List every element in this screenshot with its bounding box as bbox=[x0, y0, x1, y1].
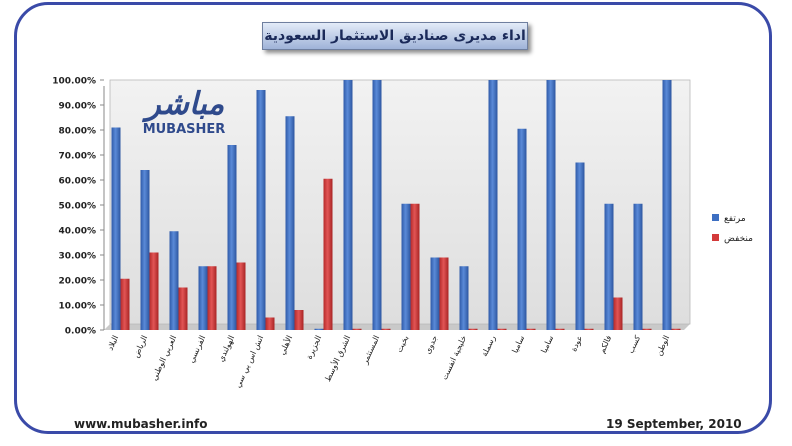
bar-rise bbox=[256, 90, 266, 330]
bar-rise bbox=[169, 231, 179, 330]
bar-rise bbox=[227, 145, 237, 330]
y-tick-label: 60.00% bbox=[59, 177, 97, 187]
bar-rise bbox=[546, 80, 556, 330]
x-tick-label: الجزيرة bbox=[305, 334, 324, 361]
bar-rise bbox=[517, 128, 527, 330]
bar-rise bbox=[604, 203, 614, 330]
x-tick-label: الفرنسي bbox=[187, 334, 207, 364]
x-tick-label: عودة bbox=[569, 334, 584, 353]
y-tick-label: 0.00% bbox=[65, 327, 96, 337]
legend: مرتفع منخفض bbox=[712, 214, 753, 244]
x-tick-label: الشرق الأوسط bbox=[322, 334, 352, 383]
x-tick-label: العربي الوطني bbox=[150, 334, 179, 382]
x-tick-label: الرياض bbox=[131, 334, 149, 359]
bar-fall bbox=[381, 328, 391, 330]
bar-rise bbox=[372, 80, 382, 330]
y-axis-ticks: 0.00% 10.00% 20.00% 30.00% 40.00% 50.00% 60.00… bbox=[52, 77, 104, 337]
y-tick-label: 20.00% bbox=[59, 277, 97, 287]
x-tick-label: جدوى bbox=[423, 334, 439, 355]
x-tick-label: الهولندي bbox=[216, 334, 236, 363]
bar-fall bbox=[265, 317, 275, 330]
bars-group bbox=[111, 80, 681, 330]
bar-fall bbox=[178, 287, 188, 330]
footer-date: 19 September, 2010 bbox=[606, 417, 742, 431]
y-tick-label: 10.00% bbox=[59, 302, 97, 312]
bar-rise bbox=[111, 127, 121, 330]
x-tick-label: ساميا bbox=[510, 334, 526, 355]
bar-rise bbox=[198, 266, 208, 330]
x-tick-label: الوطن bbox=[654, 334, 671, 357]
bar-fall bbox=[323, 178, 333, 330]
bar-fall bbox=[149, 252, 159, 330]
bar-fall bbox=[671, 328, 681, 330]
legend-label-rise: مرتفع bbox=[724, 214, 746, 224]
x-tick-label: سامبا bbox=[539, 334, 555, 355]
x-tick-label: بخيت bbox=[395, 334, 411, 354]
bar-fall bbox=[352, 328, 362, 330]
bar-rise bbox=[430, 257, 440, 330]
bar-rise bbox=[314, 328, 324, 330]
bar-fall bbox=[613, 297, 623, 330]
x-tick-label: المستثمر bbox=[360, 334, 381, 366]
x-tick-label: اتش اس بي سي bbox=[233, 334, 265, 389]
x-tick-label: كسب bbox=[626, 334, 642, 355]
y-tick-label: 80.00% bbox=[59, 127, 97, 137]
y-tick-label: 50.00% bbox=[59, 202, 97, 212]
x-tick-label: الأهلي bbox=[277, 334, 295, 357]
x-tick-label: البلاد bbox=[106, 334, 121, 352]
bar-rise bbox=[488, 80, 498, 330]
plot-floor bbox=[104, 324, 690, 330]
bar-fall bbox=[642, 328, 652, 330]
footer-url: www.mubasher.info bbox=[74, 417, 208, 431]
y-tick-label: 90.00% bbox=[59, 102, 97, 112]
chart-title: اداء مديرى صناديق الاستثمار السعودية bbox=[262, 22, 528, 50]
bar-fall bbox=[584, 328, 594, 330]
bar-rise bbox=[343, 80, 353, 330]
y-tick-label: 70.00% bbox=[59, 152, 97, 162]
bar-rise bbox=[459, 266, 469, 330]
mubasher-logo: مباشر MUBASHER bbox=[142, 86, 226, 137]
svg-text:مباشر: مباشر bbox=[142, 86, 225, 123]
legend-label-fall: منخفض bbox=[724, 234, 753, 244]
y-tick-label: 30.00% bbox=[59, 252, 97, 262]
bar-fall bbox=[555, 328, 565, 330]
bar-fall bbox=[410, 203, 420, 330]
x-tick-label: فالكم bbox=[597, 334, 613, 355]
x-axis-labels: البلاد الرياض العربي الوطني الفرنسي الهولندي… bbox=[106, 334, 672, 389]
bar-fall bbox=[120, 278, 130, 330]
bar-rise bbox=[285, 116, 295, 330]
x-tick-label: رسملة bbox=[480, 334, 498, 358]
bar-rise bbox=[575, 162, 585, 330]
legend-swatch-rise bbox=[712, 214, 719, 221]
y-tick-label: 100.00% bbox=[52, 77, 96, 87]
bar-fall bbox=[294, 310, 304, 330]
bar-rise bbox=[140, 170, 150, 330]
bar-rise bbox=[633, 203, 643, 330]
svg-text:MUBASHER: MUBASHER bbox=[143, 122, 226, 137]
bar-fall bbox=[526, 328, 536, 330]
x-tick-label: خليجية انفست bbox=[440, 334, 468, 381]
bar-rise bbox=[662, 80, 672, 330]
bar-fall bbox=[207, 266, 217, 330]
bar-fall bbox=[497, 328, 507, 330]
bar-fall bbox=[439, 257, 449, 330]
bar-fall bbox=[468, 328, 478, 330]
legend-swatch-fall bbox=[712, 234, 719, 241]
bar-rise bbox=[401, 203, 411, 330]
bar-fall bbox=[236, 262, 246, 330]
y-tick-label: 40.00% bbox=[59, 227, 97, 237]
